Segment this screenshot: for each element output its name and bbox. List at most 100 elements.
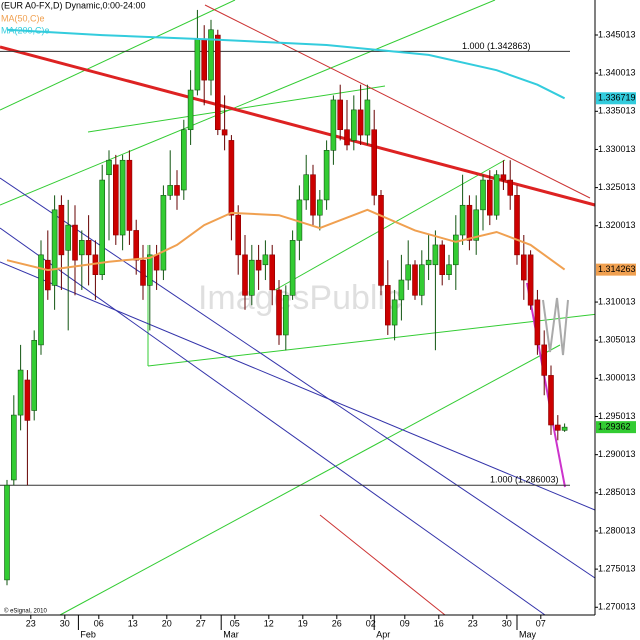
trend-line [0,227,546,616]
price-marker [596,92,636,105]
candle-body [276,289,282,336]
candle-body [385,285,391,326]
legend-entry: MA(50,C)e [1,13,45,23]
footer: © eSignal, 2010 [4,608,47,615]
candle-body [412,264,418,296]
price-marker [596,421,636,434]
candle-body [507,179,514,196]
candle-body [174,185,180,196]
candle-body [493,174,500,216]
candle-body [17,369,24,416]
candle-body [133,230,140,261]
y-tick-label: 1.285013 [598,487,636,497]
candle-body [480,179,486,211]
candle-body [391,299,398,326]
candle-body [160,195,167,271]
candle-body [72,224,78,261]
candle-body [541,344,548,376]
candle-body [473,209,480,241]
price-marker-label: 1.336719 [598,93,636,103]
candle-body [344,129,350,146]
candle-body [208,29,214,81]
x-tick-label: 26 [332,618,342,628]
x-tick-label: 16 [434,618,444,628]
candle-body [187,89,194,131]
month-label: Mar [223,629,239,639]
candle-body [262,254,269,266]
candle-body [337,99,344,131]
y-tick-label: 1.275013 [598,563,636,573]
candle-body [24,379,31,421]
candle-body [378,195,384,286]
candle-body [255,259,262,271]
x-tick-label: 02 [366,618,376,628]
level-label: 1.000 (1.286003) [490,475,559,485]
level-label: 1.000 (1.342863) [462,41,531,51]
plot-area: 1.000 (1.342863) 1.000 (1.286003) [0,9,570,586]
candle-body [269,254,276,291]
candle-body [235,214,242,256]
month-label: Feb [80,629,96,639]
candle-body [106,159,112,176]
trend-line [204,4,591,199]
candle-body [303,174,310,201]
chart-title: (EUR A0-FX,D) Dynamic,0:00-24:00 [1,0,146,10]
candle-body [167,185,174,196]
candle-body [514,195,520,256]
candle-body [147,254,153,286]
x-tick-label: 13 [128,618,138,628]
candle-body [79,240,85,256]
trend-line [147,313,599,367]
candle-body [323,150,330,201]
x-tick-label: 06 [94,618,104,628]
watermark: ImagesPublic [198,279,402,317]
ma-line [6,28,566,100]
candle-body [65,224,72,251]
price-marker-label: 1.29362 [598,422,631,432]
candle-body [51,209,58,286]
candle-body [548,375,554,426]
legend-entry: MA(200,C)e [1,25,50,35]
x-tick-label: 23 [468,618,478,628]
y-tick-label: 1.310013 [598,296,636,306]
candle-body [58,204,65,256]
x-tick-label: 23 [26,618,36,628]
candle-body [521,254,527,281]
candle-body [561,426,568,431]
candle-body [405,264,412,281]
month-label: Apr [376,629,390,639]
ma-line [6,208,566,272]
x-tick-label: 12 [264,618,274,628]
candle-body [4,484,10,581]
candle-body [221,129,228,136]
price-marker [596,263,636,276]
x-tick-label: 20 [162,618,172,628]
candle-body [351,109,357,141]
trend-line [0,177,596,579]
candle-body [249,259,255,296]
candle-body [310,174,316,216]
candle-body [228,140,235,216]
candle-body [45,259,51,291]
trend-line [0,261,596,511]
candle-body [31,340,38,411]
y-tick-label: 1.330013 [598,144,636,154]
x-tick-label: 30 [60,618,70,628]
candle-body [371,129,378,196]
candle-body [289,240,296,296]
x-tick-label: 19 [298,618,308,628]
x-tick-label: 07 [536,618,546,628]
candle-body [119,159,126,236]
candle-body [527,254,534,306]
y-tick-label: 1.325013 [598,182,636,192]
y-tick-label: 1.340013 [598,68,636,78]
candle-body [140,259,146,286]
candle-body [466,204,473,241]
candle-body [364,99,371,136]
candle-body [201,39,208,81]
trend-line [0,0,496,206]
candle-body [11,414,17,481]
trend-line [0,0,236,111]
x-tick-label: 05 [230,618,240,628]
candle-body [425,259,432,266]
